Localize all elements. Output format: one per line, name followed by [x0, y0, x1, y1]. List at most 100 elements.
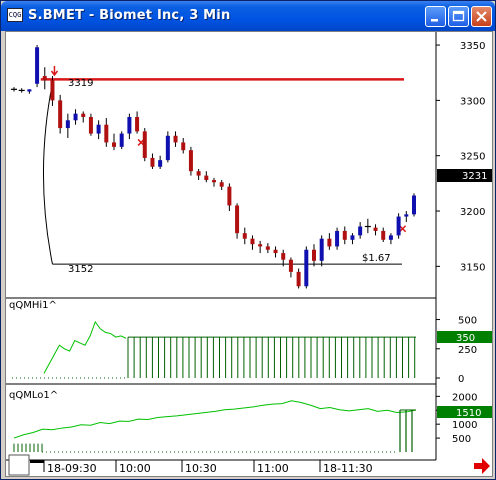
range-bracket	[42, 83, 53, 265]
qqmhi-value: 350	[456, 333, 475, 344]
candle-body	[342, 230, 347, 240]
cqg-app-icon: CQG	[7, 8, 23, 22]
chart-area[interactable]: 3350330032503200315050025002000150010005…	[5, 31, 493, 477]
qqmlo-line	[13, 400, 417, 439]
time-axis-label: 10:00	[119, 462, 151, 475]
qqmlo-panel[interactable]	[13, 400, 417, 453]
corner-box[interactable]	[8, 454, 30, 476]
minimize-icon	[431, 19, 438, 22]
price-panel[interactable]	[11, 45, 416, 289]
signal-arrow-icon	[50, 66, 59, 77]
candle-body	[327, 238, 332, 247]
scroll-right-arrow-icon[interactable]	[474, 458, 490, 474]
candle-body	[104, 124, 109, 143]
candle-body	[281, 253, 286, 260]
time-axis-label: 18-09:30	[47, 462, 97, 475]
price-axis-label: 3200	[460, 207, 485, 218]
candle-body	[135, 116, 140, 132]
qqmhi-title: qQMHi1^	[9, 300, 57, 311]
candle-body	[181, 142, 186, 151]
maximize-button[interactable]	[448, 6, 469, 27]
qqmhi-axis-label: 500	[458, 316, 477, 327]
session-marker	[30, 460, 44, 463]
candle-body	[296, 271, 301, 287]
candle-body	[388, 235, 393, 240]
candle-body	[96, 124, 101, 134]
candle-body	[73, 113, 78, 121]
candle-body	[381, 230, 386, 240]
candle-body	[142, 131, 147, 158]
candle-body	[119, 133, 124, 147]
candle-body	[319, 238, 324, 261]
candle-body	[112, 142, 116, 147]
candle-body	[242, 233, 247, 239]
candle-body	[204, 175, 209, 181]
candle-body	[373, 227, 378, 231]
candle-body	[127, 116, 132, 134]
candle-body	[35, 47, 40, 84]
window-title: S.BMET - Biomet Inc, 3 Min	[28, 8, 231, 23]
range-label: $1.67	[362, 253, 391, 264]
qqmlo-value-badge	[437, 406, 492, 418]
current-price-value: 3231	[462, 171, 487, 182]
candle-body	[273, 249, 278, 254]
qqmhi-value-badge	[437, 331, 492, 343]
candle-body	[158, 160, 163, 167]
candle-body	[335, 230, 340, 247]
title-bar[interactable]: CQG S.BMET - Biomet Inc, 3 Min	[1, 1, 495, 31]
candle-body	[258, 244, 263, 247]
price-axis-label: 3150	[460, 262, 485, 273]
candle-body	[196, 171, 201, 176]
qqmlo-title: qQMLo1^	[9, 390, 58, 401]
candle-body	[173, 135, 178, 143]
qqmhi-line	[43, 320, 127, 374]
qqmhi-axis-label: 0	[458, 374, 464, 385]
candle-body	[304, 249, 309, 287]
maximize-icon	[452, 10, 465, 22]
candle-body	[288, 259, 293, 272]
low-level-label: 3152	[68, 264, 93, 275]
chart-canvas[interactable]: 3350330032503200315050025002000150010005…	[6, 32, 492, 476]
qqmlo-value: 1510	[456, 408, 481, 419]
price-axis-label: 3300	[460, 96, 485, 107]
candle-body	[188, 150, 193, 172]
qqmlo-axis-label: 500	[452, 434, 471, 445]
candle-body	[312, 249, 316, 261]
axes: 3350330032503200315050025002000150010005…	[30, 41, 485, 475]
candle-body	[358, 226, 363, 236]
candle-body	[219, 182, 224, 187]
candle-body	[396, 216, 401, 236]
qqmlo-axis-label: 1000	[452, 420, 477, 431]
minimize-button[interactable]	[425, 6, 446, 27]
time-axis-label: 10:30	[185, 462, 217, 475]
candle-body	[227, 186, 232, 206]
qqmhi-panel[interactable]	[12, 320, 416, 379]
candle-body	[50, 80, 55, 101]
candle-body	[212, 180, 216, 183]
candle-body	[165, 135, 170, 161]
candle-body	[404, 214, 409, 217]
qqmhi-axis-label: 250	[458, 345, 477, 356]
close-icon	[476, 11, 487, 22]
candle-body	[65, 120, 70, 129]
candle-body	[88, 116, 93, 134]
candle-body	[81, 113, 86, 117]
candle-body	[150, 157, 155, 167]
candle-body	[412, 195, 416, 215]
price-axis-label: 3350	[460, 41, 485, 52]
time-axis-label: 18-11:30	[323, 462, 373, 475]
high-level-label: 3319	[68, 78, 93, 89]
candle-body	[42, 76, 47, 81]
time-axis-label: 11:00	[257, 462, 289, 475]
candle-body	[250, 238, 255, 245]
candle-body	[235, 205, 240, 234]
price-axis-label: 3250	[460, 152, 485, 163]
candle-body	[27, 89, 32, 92]
qqmlo-axis-label: 2000	[452, 392, 477, 403]
current-price-badge	[437, 169, 492, 182]
candle-body	[350, 235, 355, 240]
close-button[interactable]	[471, 6, 492, 27]
candle-body	[58, 100, 63, 129]
candle-body	[265, 246, 270, 250]
